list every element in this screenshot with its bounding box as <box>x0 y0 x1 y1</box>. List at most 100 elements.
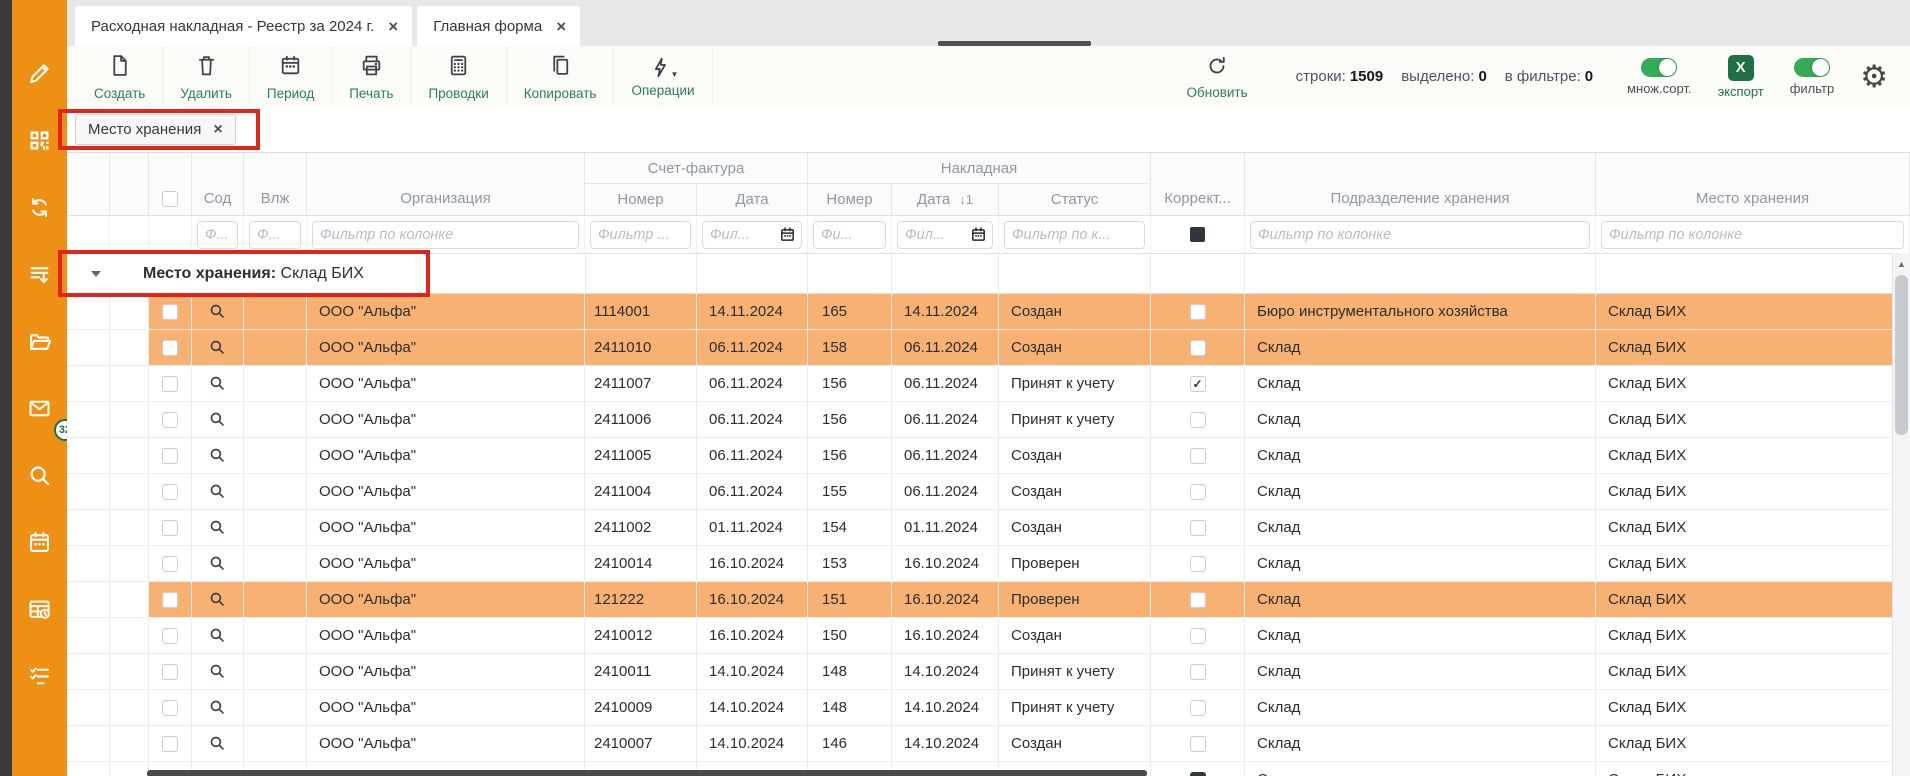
correction-checkbox[interactable] <box>1189 555 1206 572</box>
correction-checkbox[interactable] <box>1189 735 1206 752</box>
row-checkbox[interactable] <box>162 411 178 428</box>
column-header-invoice-number[interactable]: Номер <box>585 184 697 215</box>
column-header-sod[interactable]: Сод <box>192 153 244 215</box>
tab-main-form[interactable]: Главная форма × <box>417 6 581 46</box>
list-download-icon[interactable] <box>12 254 67 294</box>
correction-checkbox[interactable] <box>1189 339 1206 356</box>
period-button[interactable]: Период <box>250 46 333 107</box>
filter-input-sod[interactable] <box>197 220 238 249</box>
mail-icon[interactable]: 32 <box>12 388 76 441</box>
group-chip-location[interactable]: Место хранения × <box>75 114 236 145</box>
calendar-icon[interactable] <box>12 522 67 562</box>
magnifier-icon[interactable] <box>208 698 227 717</box>
scroll-up-icon[interactable]: ▲ <box>1897 259 1906 269</box>
folder-icon[interactable] <box>12 321 67 361</box>
print-button[interactable]: Печать <box>332 46 412 107</box>
close-icon[interactable]: × <box>213 120 223 138</box>
row-checkbox[interactable] <box>162 339 178 356</box>
column-header-invoice-date[interactable]: Дата <box>697 184 808 215</box>
magnifier-icon[interactable] <box>208 338 227 357</box>
table-row[interactable]: ООО "Альфа" 2410007 14.10.2024 146 14.10… <box>67 726 1910 762</box>
table-row[interactable]: ООО "Альфа" 2410009 14.10.2024 148 14.10… <box>67 690 1910 726</box>
correction-checkbox[interactable] <box>1189 771 1206 776</box>
magnifier-icon[interactable] <box>208 662 227 681</box>
correction-checkbox[interactable] <box>1189 519 1206 536</box>
operations-button[interactable]: ▼ Операции <box>614 46 713 107</box>
select-all-checkbox[interactable] <box>162 191 178 207</box>
row-checkbox[interactable] <box>162 447 178 464</box>
magnifier-icon[interactable] <box>208 482 227 501</box>
refresh-button[interactable]: Обновить <box>1187 54 1248 100</box>
correction-checkbox[interactable] <box>1189 483 1206 500</box>
filter-input-invoice-date[interactable] <box>702 220 802 249</box>
correction-checkbox[interactable] <box>1189 411 1206 428</box>
correction-checkbox[interactable] <box>1189 375 1206 392</box>
tab-registry-2024[interactable]: Расходная накладная - Реестр за 2024 г. … <box>75 6 413 46</box>
multi-sort-toggle[interactable]: множ.сорт. <box>1627 57 1692 96</box>
toggle-on-icon[interactable] <box>1793 57 1830 77</box>
magnifier-icon[interactable] <box>208 734 227 753</box>
magnifier-icon[interactable] <box>208 554 227 573</box>
copy-button[interactable]: Копировать <box>507 46 615 107</box>
filter-input-invoice-number[interactable] <box>590 220 691 249</box>
excel-icon[interactable]: X <box>1727 54 1754 81</box>
correction-checkbox[interactable] <box>1189 303 1206 320</box>
collapse-triangle-icon[interactable] <box>91 270 101 277</box>
filter-input-department[interactable] <box>1250 220 1590 249</box>
column-header-correction[interactable]: Коррект... <box>1151 153 1245 215</box>
correction-checkbox[interactable] <box>1189 699 1206 716</box>
correction-checkbox[interactable] <box>1189 447 1206 464</box>
close-icon[interactable]: × <box>556 16 567 36</box>
filter-input-waybill-date[interactable] <box>897 220 993 249</box>
postings-button[interactable]: Проводки <box>411 46 507 107</box>
row-checkbox[interactable] <box>162 303 178 320</box>
row-checkbox[interactable] <box>162 591 178 608</box>
table-row[interactable]: ООО "Альфа" 1114001 14.11.2024 165 14.11… <box>67 294 1910 330</box>
column-header-vlj[interactable]: Влж <box>244 153 307 215</box>
filter-input-organization[interactable] <box>312 220 579 249</box>
correction-filter-checkbox[interactable] <box>1190 227 1205 242</box>
report-table-icon[interactable] <box>12 589 67 629</box>
group-row-location[interactable]: Место хранения: Склад БИХ <box>58 250 1910 297</box>
table-row[interactable]: ООО "Альфа" 2410012 16.10.2024 150 16.10… <box>67 618 1910 654</box>
column-header-department[interactable]: Подразделение хранения <box>1245 153 1596 215</box>
qr-code-icon[interactable] <box>12 120 67 160</box>
checklist-icon[interactable] <box>12 656 67 696</box>
row-checkbox[interactable] <box>162 735 178 752</box>
vertical-scrollbar-thumb[interactable] <box>1895 275 1908 435</box>
magnifier-icon[interactable] <box>208 626 227 645</box>
table-row[interactable]: ООО "Альфа" 2411006 06.11.2024 156 06.11… <box>67 402 1910 438</box>
filter-input-waybill-number[interactable] <box>813 220 886 249</box>
horizontal-scrollbar-thumb[interactable] <box>147 770 1147 776</box>
create-button[interactable]: Создать <box>77 46 164 107</box>
gear-icon[interactable]: ⚙ <box>1860 59 1888 94</box>
correction-checkbox[interactable] <box>1189 627 1206 644</box>
table-row[interactable]: ООО "Альфа" 2411010 06.11.2024 158 06.11… <box>67 330 1910 366</box>
row-checkbox[interactable] <box>162 555 178 572</box>
filter-input-location[interactable] <box>1601 220 1904 249</box>
column-header-status[interactable]: Статус <box>999 184 1151 215</box>
column-header-waybill-number[interactable]: Номер <box>808 184 892 215</box>
export-excel-button[interactable]: X экспорт <box>1718 54 1764 99</box>
vertical-scrollbar[interactable]: ▲ <box>1892 253 1910 776</box>
row-checkbox[interactable] <box>162 663 178 680</box>
table-row[interactable]: ООО "Альфа" 2411005 06.11.2024 156 06.11… <box>67 438 1910 474</box>
magnifier-icon[interactable] <box>208 410 227 429</box>
correction-checkbox[interactable] <box>1189 663 1206 680</box>
column-header-location[interactable]: Место хранения <box>1596 153 1910 215</box>
row-checkbox[interactable] <box>162 519 178 536</box>
table-row[interactable]: ООО "Альфа" 2410011 14.10.2024 148 14.10… <box>67 654 1910 690</box>
row-checkbox[interactable] <box>162 627 178 644</box>
tabbar-scrollbar-thumb[interactable] <box>938 41 1091 46</box>
table-row[interactable]: ООО "Альфа" 121222 16.10.2024 151 16.10.… <box>67 582 1910 618</box>
table-row[interactable]: ООО "Альфа" 2411002 01.11.2024 154 01.11… <box>67 510 1910 546</box>
row-checkbox[interactable] <box>162 483 178 500</box>
table-row[interactable]: ООО "Альфа" 2410014 16.10.2024 153 16.10… <box>67 546 1910 582</box>
toggle-on-icon[interactable] <box>1641 57 1678 77</box>
filter-input-vlj[interactable] <box>249 220 301 249</box>
correction-checkbox[interactable] <box>1189 591 1206 608</box>
magnifier-icon[interactable] <box>208 446 227 465</box>
sync-icon[interactable] <box>12 187 67 227</box>
column-header-waybill-date[interactable]: Дата ↓1 <box>892 184 999 215</box>
table-row[interactable]: ООО "Альфа" 2411007 06.11.2024 156 06.11… <box>67 366 1910 402</box>
